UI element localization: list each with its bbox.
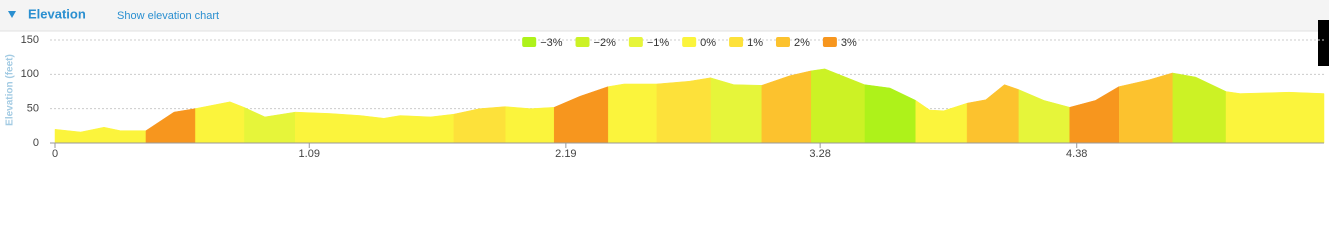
y-axis-label: Elevation (feet): [5, 54, 16, 126]
legend-swatch: [575, 37, 590, 47]
header-title[interactable]: Elevation: [28, 6, 86, 21]
x-tick-label: 1.09: [299, 148, 320, 160]
legend: −3% −2% −1% 0% 1% 2% 3%: [522, 37, 857, 49]
page: Elevation Show elevation chart Elevation…: [0, 0, 1329, 160]
y-tick-label: 0: [33, 137, 39, 149]
header-bar: [0, 0, 1329, 31]
y-tick-label: 50: [27, 103, 39, 115]
collapse-toggle[interactable]: [8, 11, 16, 18]
header-link[interactable]: Show elevation chart: [117, 10, 219, 22]
legend-swatch: [729, 37, 744, 47]
side-handle: [1318, 20, 1329, 66]
legend-label: −2%: [594, 37, 617, 49]
y-tick-label: 100: [21, 68, 39, 80]
legend-label: 3%: [841, 37, 857, 49]
legend-swatch: [628, 37, 643, 47]
x-tick-label: 4.38: [1066, 148, 1087, 160]
legend-swatch: [522, 37, 537, 47]
legend-swatch: [682, 37, 697, 47]
legend-label: −3%: [540, 37, 563, 49]
elevation-area: [864, 84, 917, 144]
y-tick-label: 150: [21, 34, 39, 46]
x-tick-label: 3.28: [809, 148, 830, 160]
legend-swatch: [775, 37, 790, 47]
legend-label: 1%: [747, 37, 763, 49]
legend-label: 0%: [700, 37, 716, 49]
legend-swatch: [822, 37, 837, 47]
x-tick-label: 2.19: [555, 148, 576, 160]
legend-label: 2%: [794, 37, 810, 49]
legend-label: −1%: [647, 37, 670, 49]
elevation-area: [54, 83, 1325, 144]
x-tick-label: 0: [52, 148, 58, 160]
